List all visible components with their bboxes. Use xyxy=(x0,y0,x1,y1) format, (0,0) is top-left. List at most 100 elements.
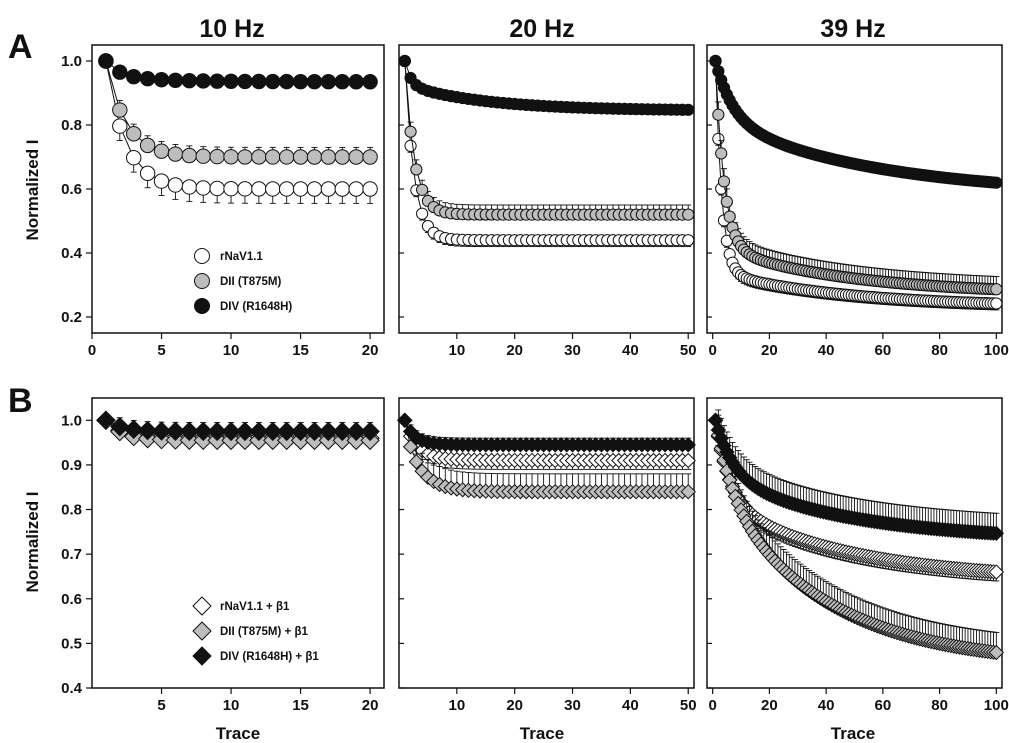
data-point xyxy=(682,234,695,247)
data-point xyxy=(96,410,116,431)
data-point xyxy=(278,73,295,90)
x-tick-label: 10 xyxy=(448,697,465,714)
data-point xyxy=(221,421,241,442)
data-point xyxy=(193,421,213,442)
y-tick-label: 0.7 xyxy=(61,546,82,563)
data-point xyxy=(195,180,211,196)
x-tick-label: 20 xyxy=(506,697,523,714)
data-point xyxy=(717,175,731,188)
legend-label: rNaV1.1 + β1 xyxy=(220,601,290,613)
x-tick-label: 10 xyxy=(448,342,465,359)
chart-panel-a-20hz: 10 20 30 40 50 xyxy=(398,44,697,359)
plot-frame xyxy=(706,397,1003,689)
x-tick-label: 20 xyxy=(761,342,778,359)
legend-marker xyxy=(192,621,212,641)
data-point xyxy=(151,421,172,441)
data-point xyxy=(137,420,158,441)
data-point xyxy=(209,148,225,165)
data-point xyxy=(153,143,170,159)
data-point xyxy=(139,71,156,87)
data-point xyxy=(223,149,239,165)
plot-frame xyxy=(398,44,695,334)
data-point xyxy=(223,73,239,89)
data-point xyxy=(209,180,225,197)
series-2 xyxy=(707,409,1005,542)
y-axis-label-b: Normalized I xyxy=(23,491,42,592)
data-point xyxy=(276,421,297,442)
data-point xyxy=(410,163,423,176)
y-tick-label: 0.2 xyxy=(61,309,82,326)
data-point xyxy=(988,644,1005,661)
legend-label: DIV (R1648H) + β1 xyxy=(220,651,319,663)
data-point xyxy=(348,74,364,90)
data-point xyxy=(720,195,733,208)
data-point xyxy=(404,125,417,138)
data-point xyxy=(320,149,337,165)
data-point xyxy=(207,421,227,442)
data-point xyxy=(251,149,267,165)
data-point xyxy=(348,181,364,197)
data-point xyxy=(139,137,156,154)
data-point xyxy=(153,173,170,189)
x-tick-label: 15 xyxy=(292,342,309,359)
plots: 0 5 10 15 20 0.2 0.4 0.6 0.8 1.0 rNaV1.1 DII (T875M… xyxy=(61,44,1009,714)
data-point xyxy=(278,149,295,165)
data-point xyxy=(237,73,253,90)
data-point xyxy=(346,421,366,442)
chart-panel-b-10hz: 5 10 15 20 0.4 0.5 0.6 0.7 0.8 0.9 1.0 rNaV1.1 + β1… xyxy=(61,397,385,714)
data-point xyxy=(263,421,283,442)
data-point xyxy=(715,147,728,160)
data-point xyxy=(112,102,128,118)
x-tick-label: 40 xyxy=(818,342,835,359)
col-title-10hz: 10 Hz xyxy=(199,15,264,43)
y-tick-label: 0.4 xyxy=(61,245,83,262)
data-point xyxy=(209,73,225,89)
series-0 xyxy=(707,412,1005,582)
data-point xyxy=(265,149,281,165)
data-point xyxy=(167,177,184,193)
x-tick-label: 30 xyxy=(564,342,581,359)
panel-letter-b: B xyxy=(8,382,33,420)
data-point xyxy=(265,181,281,197)
y-axis-label-a: Normalized I xyxy=(23,139,42,240)
legend-label: DIV (R1648H) xyxy=(220,301,292,313)
data-point xyxy=(402,439,419,455)
series-1 xyxy=(98,53,378,165)
data-point xyxy=(278,181,295,197)
data-point xyxy=(362,74,378,90)
col-title-20hz: 20 Hz xyxy=(509,15,574,43)
chart-panel-b-20hz: 10 20 30 40 50 xyxy=(397,397,697,714)
data-point xyxy=(408,454,425,470)
x-tick-label: 0 xyxy=(709,697,717,714)
x-tick-label: 40 xyxy=(818,697,835,714)
x-tick-label: 15 xyxy=(292,697,309,714)
y-tick-label: 0.8 xyxy=(61,502,82,519)
x-tick-label: 5 xyxy=(157,342,165,359)
x-tick-label: 50 xyxy=(680,342,697,359)
x-tick-label: 20 xyxy=(761,697,778,714)
data-point xyxy=(397,412,413,429)
data-point xyxy=(292,73,309,90)
series-0 xyxy=(397,412,696,470)
x-tick-label: 100 xyxy=(984,697,1009,714)
data-point xyxy=(112,118,128,134)
data-point xyxy=(179,421,200,442)
series-2 xyxy=(98,53,378,90)
chart-panel-a-39hz: 0 20 40 60 80 100 xyxy=(706,44,1009,359)
data-point xyxy=(990,283,1003,296)
data-point xyxy=(680,452,696,469)
series-2 xyxy=(397,412,696,453)
y-tick-label: 0.8 xyxy=(61,117,82,134)
data-point xyxy=(416,183,429,196)
x-tick-label: 10 xyxy=(223,342,240,359)
data-point xyxy=(195,148,211,164)
data-point xyxy=(292,181,309,197)
data-point xyxy=(416,207,429,220)
data-point xyxy=(139,165,156,182)
data-point xyxy=(304,421,325,442)
data-point xyxy=(334,74,350,90)
data-point xyxy=(249,421,269,442)
legend-label: DII (T875M) + β1 xyxy=(220,626,308,638)
data-point xyxy=(404,139,417,152)
legend-marker xyxy=(194,273,210,289)
